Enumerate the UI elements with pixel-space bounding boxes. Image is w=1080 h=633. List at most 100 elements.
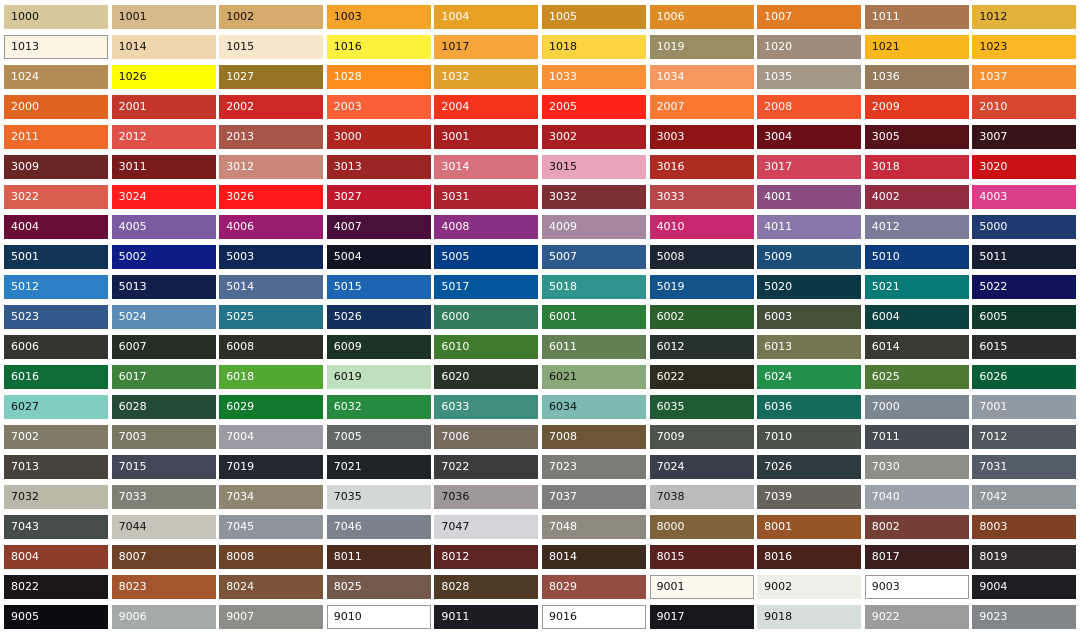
color-swatch-7040[interactable]: 7040 <box>864 485 969 509</box>
color-swatch-6036[interactable]: 6036 <box>757 395 862 419</box>
color-swatch-5019[interactable]: 5019 <box>649 275 754 299</box>
color-swatch-8003[interactable]: 8003 <box>972 515 1077 539</box>
color-swatch-9001[interactable]: 9001 <box>649 575 754 599</box>
color-swatch-1027[interactable]: 1027 <box>219 65 324 89</box>
color-swatch-7002[interactable]: 7002 <box>4 425 108 449</box>
color-swatch-7001[interactable]: 7001 <box>972 395 1077 419</box>
color-swatch-2005[interactable]: 2005 <box>541 95 646 119</box>
color-swatch-2004[interactable]: 2004 <box>434 95 539 119</box>
color-swatch-7031[interactable]: 7031 <box>972 455 1077 479</box>
color-swatch-1018[interactable]: 1018 <box>541 35 646 59</box>
color-swatch-7004[interactable]: 7004 <box>219 425 324 449</box>
color-swatch-7021[interactable]: 7021 <box>326 455 431 479</box>
color-swatch-7012[interactable]: 7012 <box>972 425 1077 449</box>
color-swatch-3003[interactable]: 3003 <box>649 125 754 149</box>
color-swatch-4002[interactable]: 4002 <box>864 185 969 209</box>
color-swatch-3031[interactable]: 3031 <box>434 185 539 209</box>
color-swatch-6007[interactable]: 6007 <box>111 335 216 359</box>
color-swatch-5004[interactable]: 5004 <box>326 245 431 269</box>
color-swatch-7006[interactable]: 7006 <box>434 425 539 449</box>
color-swatch-5020[interactable]: 5020 <box>757 275 862 299</box>
color-swatch-5013[interactable]: 5013 <box>111 275 216 299</box>
color-swatch-7005[interactable]: 7005 <box>326 425 431 449</box>
color-swatch-3001[interactable]: 3001 <box>434 125 539 149</box>
color-swatch-2000[interactable]: 2000 <box>4 95 108 119</box>
color-swatch-7038[interactable]: 7038 <box>649 485 754 509</box>
color-swatch-5000[interactable]: 5000 <box>972 215 1077 239</box>
color-swatch-1023[interactable]: 1023 <box>972 35 1077 59</box>
color-swatch-6021[interactable]: 6021 <box>541 365 646 389</box>
color-swatch-1007[interactable]: 1007 <box>757 5 862 29</box>
color-swatch-8012[interactable]: 8012 <box>434 545 539 569</box>
color-swatch-7032[interactable]: 7032 <box>4 485 108 509</box>
color-swatch-6035[interactable]: 6035 <box>649 395 754 419</box>
color-swatch-8023[interactable]: 8023 <box>111 575 216 599</box>
color-swatch-1021[interactable]: 1021 <box>864 35 969 59</box>
color-swatch-8025[interactable]: 8025 <box>326 575 431 599</box>
color-swatch-5007[interactable]: 5007 <box>541 245 646 269</box>
color-swatch-7036[interactable]: 7036 <box>434 485 539 509</box>
color-swatch-7003[interactable]: 7003 <box>111 425 216 449</box>
color-swatch-5008[interactable]: 5008 <box>649 245 754 269</box>
color-swatch-3016[interactable]: 3016 <box>649 155 754 179</box>
color-swatch-3026[interactable]: 3026 <box>219 185 324 209</box>
color-swatch-9007[interactable]: 9007 <box>219 605 324 629</box>
color-swatch-8007[interactable]: 8007 <box>111 545 216 569</box>
color-swatch-2012[interactable]: 2012 <box>111 125 216 149</box>
color-swatch-1002[interactable]: 1002 <box>219 5 324 29</box>
color-swatch-5025[interactable]: 5025 <box>219 305 324 329</box>
color-swatch-5018[interactable]: 5018 <box>541 275 646 299</box>
color-swatch-5012[interactable]: 5012 <box>4 275 108 299</box>
color-swatch-5010[interactable]: 5010 <box>864 245 969 269</box>
color-swatch-6016[interactable]: 6016 <box>4 365 108 389</box>
color-swatch-3011[interactable]: 3011 <box>111 155 216 179</box>
color-swatch-1016[interactable]: 1016 <box>326 35 431 59</box>
color-swatch-1012[interactable]: 1012 <box>972 5 1077 29</box>
color-swatch-7034[interactable]: 7034 <box>219 485 324 509</box>
color-swatch-8008[interactable]: 8008 <box>219 545 324 569</box>
color-swatch-9010[interactable]: 9010 <box>326 605 431 629</box>
color-swatch-5001[interactable]: 5001 <box>4 245 108 269</box>
color-swatch-8011[interactable]: 8011 <box>326 545 431 569</box>
color-swatch-6019[interactable]: 6019 <box>326 365 431 389</box>
color-swatch-5003[interactable]: 5003 <box>219 245 324 269</box>
color-swatch-3032[interactable]: 3032 <box>541 185 646 209</box>
color-swatch-2008[interactable]: 2008 <box>757 95 862 119</box>
color-swatch-1006[interactable]: 1006 <box>649 5 754 29</box>
color-swatch-6026[interactable]: 6026 <box>972 365 1077 389</box>
color-swatch-8001[interactable]: 8001 <box>757 515 862 539</box>
color-swatch-4009[interactable]: 4009 <box>541 215 646 239</box>
color-swatch-6028[interactable]: 6028 <box>111 395 216 419</box>
color-swatch-6012[interactable]: 6012 <box>649 335 754 359</box>
color-swatch-5014[interactable]: 5014 <box>219 275 324 299</box>
color-swatch-7046[interactable]: 7046 <box>326 515 431 539</box>
color-swatch-6003[interactable]: 6003 <box>757 305 862 329</box>
color-swatch-3020[interactable]: 3020 <box>972 155 1077 179</box>
color-swatch-3009[interactable]: 3009 <box>4 155 108 179</box>
color-swatch-7023[interactable]: 7023 <box>541 455 646 479</box>
color-swatch-3018[interactable]: 3018 <box>864 155 969 179</box>
color-swatch-8022[interactable]: 8022 <box>4 575 108 599</box>
color-swatch-6022[interactable]: 6022 <box>649 365 754 389</box>
color-swatch-1014[interactable]: 1014 <box>111 35 216 59</box>
color-swatch-8028[interactable]: 8028 <box>434 575 539 599</box>
color-swatch-7035[interactable]: 7035 <box>326 485 431 509</box>
color-swatch-1034[interactable]: 1034 <box>649 65 754 89</box>
color-swatch-4005[interactable]: 4005 <box>111 215 216 239</box>
color-swatch-1004[interactable]: 1004 <box>434 5 539 29</box>
color-swatch-6000[interactable]: 6000 <box>434 305 539 329</box>
color-swatch-6005[interactable]: 6005 <box>972 305 1077 329</box>
color-swatch-1001[interactable]: 1001 <box>111 5 216 29</box>
color-swatch-7024[interactable]: 7024 <box>649 455 754 479</box>
color-swatch-5023[interactable]: 5023 <box>4 305 108 329</box>
color-swatch-7037[interactable]: 7037 <box>541 485 646 509</box>
color-swatch-4001[interactable]: 4001 <box>757 185 862 209</box>
color-swatch-6029[interactable]: 6029 <box>219 395 324 419</box>
color-swatch-6013[interactable]: 6013 <box>757 335 862 359</box>
color-swatch-4012[interactable]: 4012 <box>864 215 969 239</box>
color-swatch-3004[interactable]: 3004 <box>757 125 862 149</box>
color-swatch-3005[interactable]: 3005 <box>864 125 969 149</box>
color-swatch-8024[interactable]: 8024 <box>219 575 324 599</box>
color-swatch-1026[interactable]: 1026 <box>111 65 216 89</box>
color-swatch-5011[interactable]: 5011 <box>972 245 1077 269</box>
